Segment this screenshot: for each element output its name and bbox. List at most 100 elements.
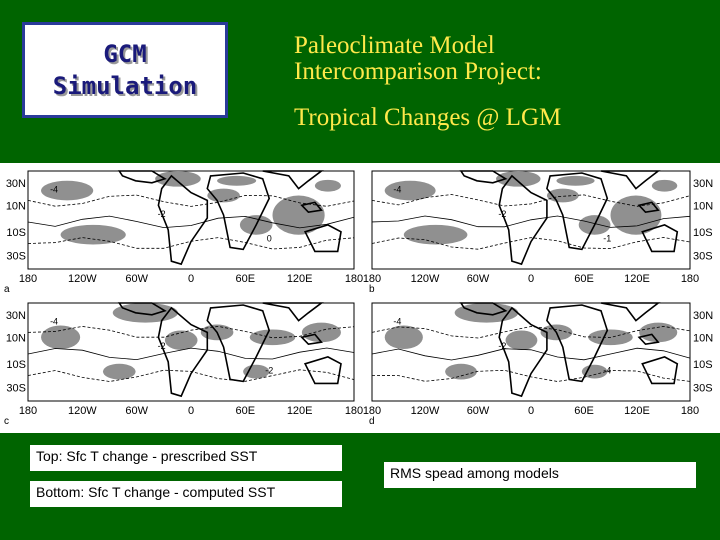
- climate-maps-figure: -4 -2 0 180 120W 60W 0 60E 120E 180 30N 10N 10S 30S a -…: [0, 163, 720, 433]
- lat-tick-label: 10S: [6, 227, 26, 239]
- continent-outline: [641, 356, 679, 385]
- map-panel: -4 -2 0 180 120W 60W 0 60E 120E 180 30N 10N 10S 30S a: [4, 170, 363, 295]
- contour-line: [27, 369, 355, 382]
- shaded-region: [301, 322, 341, 343]
- continent-outline: [262, 170, 324, 190]
- contour-label: -2: [158, 209, 166, 219]
- lon-tick-label: 0: [188, 405, 194, 417]
- contour-label: -4: [393, 317, 401, 327]
- shaded-region: [217, 175, 257, 186]
- continent-outline: [498, 174, 548, 266]
- lon-tick-label: 60W: [125, 273, 148, 285]
- shaded-region: [403, 224, 468, 245]
- shaded-region: [102, 363, 136, 380]
- lat-tick-label: 10S: [693, 359, 713, 371]
- lat-tick-label: 10S: [6, 359, 26, 371]
- lon-tick-label: 0: [188, 273, 194, 285]
- map-frame: [371, 302, 691, 402]
- contour-line: [371, 215, 691, 228]
- lat-tick-label: 10S: [693, 227, 713, 239]
- contour-label: -2: [158, 341, 166, 351]
- panel-letter: c: [4, 416, 9, 427]
- shaded-region: [314, 179, 341, 192]
- continent-outline: [206, 172, 271, 251]
- continent-outline: [498, 306, 548, 398]
- gcm-simulation-badge: GCM Simulation: [22, 22, 228, 118]
- lon-tick-label: 60E: [574, 273, 594, 285]
- lat-tick-label: 30S: [693, 250, 713, 262]
- lon-tick-label: 120W: [411, 273, 440, 285]
- contour-line: [27, 325, 355, 339]
- shaded-region: [505, 330, 538, 351]
- shaded-region: [155, 171, 201, 187]
- shaded-region: [651, 179, 678, 192]
- shaded-region: [41, 180, 94, 201]
- continent-outline: [117, 170, 167, 184]
- continent-outline: [303, 224, 342, 253]
- lon-tick-label: 60W: [467, 405, 490, 417]
- lon-tick-label: 180: [363, 273, 381, 285]
- contour-label: -1: [603, 234, 611, 244]
- contour-line: [27, 347, 355, 361]
- caption-top: Top: Sfc T change - prescribed SST: [30, 445, 342, 471]
- contour-label: -4: [393, 185, 401, 195]
- contour-line: [371, 347, 691, 361]
- continent-outline: [459, 170, 508, 184]
- shaded-region: [249, 329, 296, 346]
- map-panel: -4 -2 -4 180 120W 60W 0 60E 120E 180 30N 10N 10S 30S d: [363, 302, 713, 427]
- lat-tick-label: 30N: [693, 310, 713, 322]
- contour-label: -2: [498, 209, 506, 219]
- shaded-region: [454, 303, 519, 323]
- shaded-region: [164, 330, 198, 351]
- contour-label: -2: [498, 341, 506, 351]
- contour-line: [371, 194, 691, 207]
- contour-label: 0: [267, 234, 272, 244]
- shaded-region: [60, 224, 126, 245]
- lon-tick-label: 0: [528, 405, 534, 417]
- lon-tick-label: 120W: [68, 273, 97, 285]
- continent-outline: [157, 306, 209, 398]
- lon-tick-label: 180: [19, 405, 37, 417]
- panel-letter: b: [369, 284, 375, 295]
- lat-tick-label: 10N: [693, 332, 713, 344]
- lon-tick-label: 60E: [236, 273, 256, 285]
- contour-label: -2: [265, 366, 273, 376]
- shaded-region: [384, 180, 436, 201]
- lon-tick-label: 60W: [125, 405, 148, 417]
- continent-outline: [637, 333, 660, 346]
- contour-label: -4: [603, 366, 611, 376]
- lat-tick-label: 10N: [6, 200, 26, 212]
- continent-outline: [546, 304, 609, 383]
- continent-outline: [600, 302, 661, 322]
- continent-outline: [206, 304, 271, 383]
- lon-tick-label: 180: [345, 405, 363, 417]
- continent-outline: [117, 302, 167, 316]
- continent-outline: [600, 170, 661, 190]
- lon-tick-label: 120E: [624, 405, 650, 417]
- lon-tick-label: 180: [681, 273, 699, 285]
- contour-label: -4: [50, 185, 58, 195]
- lon-tick-label: 60W: [467, 273, 490, 285]
- lat-tick-label: 30S: [6, 250, 26, 262]
- lon-tick-label: 120E: [287, 273, 313, 285]
- contour-label: -4: [50, 317, 58, 327]
- map-frame: [27, 302, 355, 402]
- shaded-region: [384, 325, 423, 350]
- contour-line: [371, 325, 691, 339]
- lon-tick-label: 0: [528, 273, 534, 285]
- continent-outline: [303, 356, 342, 385]
- lat-tick-label: 10N: [693, 200, 713, 212]
- shaded-region: [496, 171, 541, 187]
- lat-tick-label: 30S: [6, 382, 26, 394]
- map-panel: -4 -2 -1 180 120W 60W 0 60E 120E 180 30N 10N 10S 30S b: [363, 170, 713, 295]
- caption-rms: RMS spead among models: [384, 462, 696, 488]
- lon-tick-label: 120E: [287, 405, 313, 417]
- continent-outline: [300, 201, 323, 214]
- lon-tick-label: 120W: [68, 405, 97, 417]
- lat-tick-label: 30S: [693, 382, 713, 394]
- continent-outline: [157, 174, 209, 266]
- shaded-region: [41, 325, 81, 350]
- continent-outline: [459, 302, 508, 316]
- lat-tick-label: 30N: [6, 310, 26, 322]
- lon-tick-label: 180: [345, 273, 363, 285]
